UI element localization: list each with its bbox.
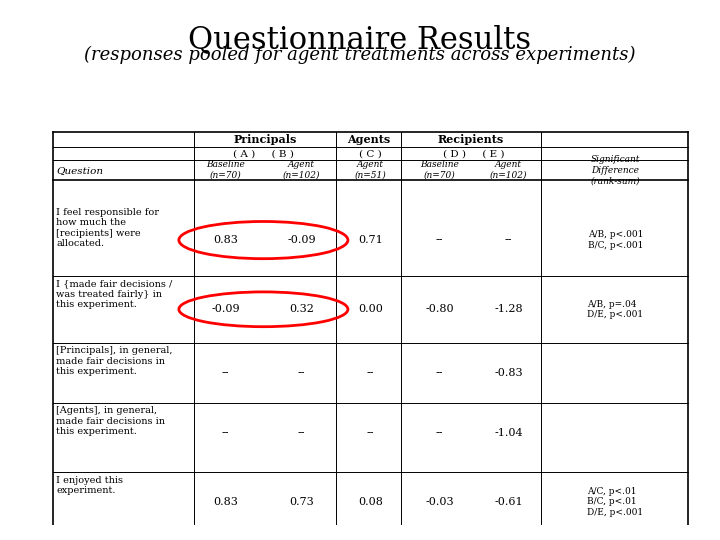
Text: Baseline
(n=70): Baseline (n=70) [420, 160, 459, 180]
Text: Recipients: Recipients [438, 134, 504, 145]
Text: ( A )     ( B ): ( A ) ( B ) [233, 149, 294, 158]
Text: -1.04: -1.04 [494, 428, 523, 438]
Text: --: -- [222, 368, 229, 378]
Text: I feel responsible for
how much the
[recipients] were
allocated.: I feel responsible for how much the [rec… [56, 208, 159, 248]
Text: --: -- [436, 428, 443, 438]
Text: 0.32: 0.32 [289, 305, 314, 314]
Text: 0.08: 0.08 [358, 497, 383, 507]
Text: Agent
(n=102): Agent (n=102) [490, 160, 527, 180]
Text: --: -- [297, 428, 305, 438]
Text: A/B, p=.04
D/E, p<.001: A/B, p=.04 D/E, p<.001 [588, 300, 644, 319]
Text: -1.28: -1.28 [494, 305, 523, 314]
Text: -0.09: -0.09 [211, 305, 240, 314]
Text: [Principals], in general,
made fair decisions in
this experiment.: [Principals], in general, made fair deci… [56, 347, 173, 376]
Text: --: -- [436, 368, 443, 378]
Text: --: -- [366, 428, 374, 438]
Text: Question: Question [56, 166, 104, 174]
Text: Questionnaire Results: Questionnaire Results [189, 24, 531, 55]
Text: --: -- [297, 368, 305, 378]
Text: 0.83: 0.83 [213, 235, 238, 245]
Text: 0.71: 0.71 [358, 235, 383, 245]
Text: 0.83: 0.83 [213, 497, 238, 507]
Text: 0.73: 0.73 [289, 497, 314, 507]
Text: --: -- [505, 235, 512, 245]
Text: -0.61: -0.61 [494, 497, 523, 507]
Text: 0.00: 0.00 [358, 305, 383, 314]
Text: I {made fair decisions /
was treated fairly} in
this experiment.: I {made fair decisions / was treated fai… [56, 280, 173, 309]
Text: ( C ): ( C ) [359, 149, 382, 158]
Text: A/B, p<.001
B/C, p<.001: A/B, p<.001 B/C, p<.001 [588, 231, 643, 250]
Text: --: -- [366, 368, 374, 378]
Text: ( D )     ( E ): ( D ) ( E ) [443, 149, 505, 158]
Text: -0.09: -0.09 [287, 235, 315, 245]
Text: I enjoyed this
experiment.: I enjoyed this experiment. [56, 476, 123, 495]
Text: -0.83: -0.83 [494, 368, 523, 378]
Text: --: -- [222, 428, 229, 438]
Text: Principals: Principals [233, 134, 297, 145]
Text: --: -- [436, 235, 443, 245]
Text: A/C, p<.01
B/C, p<.01
D/E, p<.001: A/C, p<.01 B/C, p<.01 D/E, p<.001 [588, 487, 644, 517]
Text: -0.03: -0.03 [425, 497, 454, 507]
Text: [Agents], in general,
made fair decisions in
this experiment.: [Agents], in general, made fair decision… [56, 407, 166, 436]
Text: Agent
(n=102): Agent (n=102) [282, 160, 320, 180]
Text: Baseline
(n=70): Baseline (n=70) [206, 160, 245, 180]
Text: Significant
Difference
(rank-sum): Significant Difference (rank-sum) [590, 156, 640, 185]
Text: (responses pooled for agent treatments across experiments): (responses pooled for agent treatments a… [84, 46, 636, 64]
Text: Agent
(n=51): Agent (n=51) [354, 160, 386, 180]
Text: Agents: Agents [347, 134, 390, 145]
Text: -0.80: -0.80 [425, 305, 454, 314]
